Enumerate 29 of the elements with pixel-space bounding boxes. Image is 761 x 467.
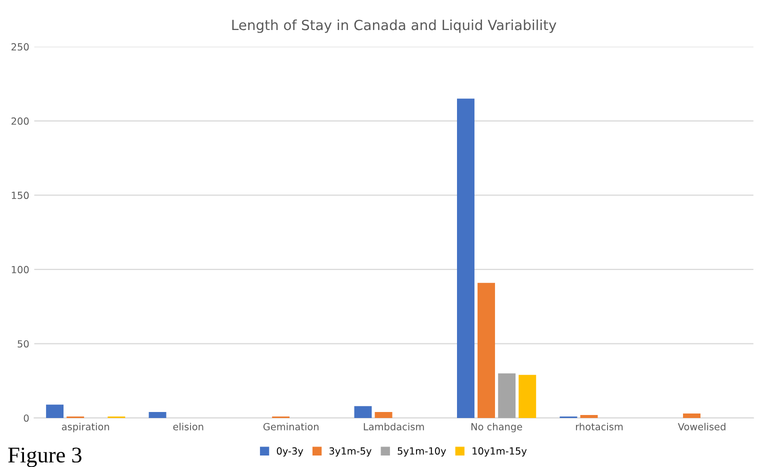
bar <box>148 412 166 418</box>
y-tick-label: 50 <box>18 340 29 348</box>
caption: Figure 3 <box>8 448 82 467</box>
bar <box>518 374 536 418</box>
bar <box>683 414 700 418</box>
bar <box>498 373 516 418</box>
bar <box>374 412 392 418</box>
y-tick-label: 250 <box>12 43 29 51</box>
x-tick-label: No change <box>471 422 522 432</box>
chart-title: Length of Stay in Canada and Liquid Variability <box>232 19 556 33</box>
legend-label: 5y1m-10y <box>398 447 446 457</box>
bar <box>354 406 372 418</box>
bar <box>457 98 474 418</box>
x-tick-label: Lambdacism <box>364 422 424 430</box>
legend-label: 0y-3y <box>276 447 304 457</box>
bar <box>478 282 496 418</box>
bar <box>46 404 64 418</box>
y-tick-label: 100 <box>12 266 29 274</box>
x-tick-label: aspiration <box>62 422 110 432</box>
x-tick-label: Vowelised <box>678 422 726 430</box>
x-tick-label: elision <box>173 422 204 430</box>
y-tick-label: 200 <box>12 117 29 125</box>
x-tick-label: Gemination <box>263 422 318 430</box>
legend-label: 3y1m-5y <box>329 447 372 457</box>
y-tick-label: 0 <box>24 414 29 422</box>
legend-label: 10y1m-15y <box>472 447 527 457</box>
x-tick-label: rhotacism <box>576 422 623 430</box>
bar <box>580 414 598 418</box>
y-tick-label: 150 <box>12 192 29 200</box>
